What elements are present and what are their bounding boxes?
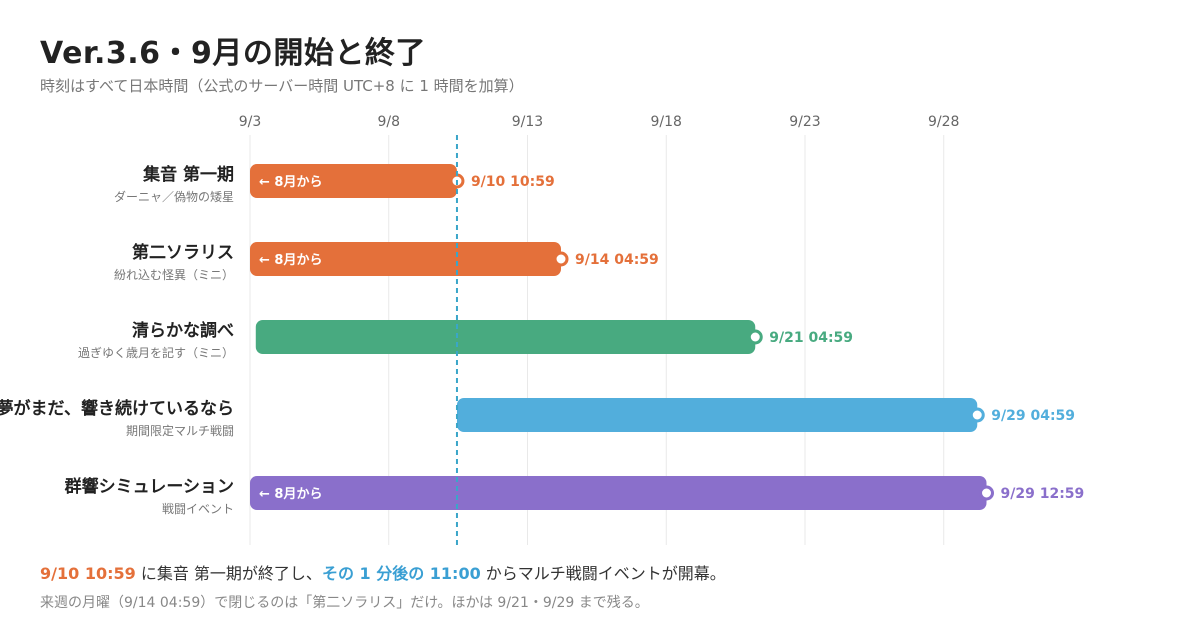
- footer-summary: 9/10 10:59 に集音 第一期が終了し、その 1 分後の 11:00 から…: [40, 560, 726, 584]
- row-title: 夢がまだ、響き続けているなら: [0, 399, 234, 419]
- bar-continues-label: ← 8月から: [259, 487, 322, 502]
- footer-text-2: からマルチ戦闘イベントが開幕。: [480, 564, 726, 583]
- page-title: Ver.3.6・9月の開始と終了: [40, 36, 426, 71]
- x-tick-label: 9/23: [789, 114, 820, 130]
- row-title: 群響シミュレーション: [64, 477, 234, 497]
- end-marker: [969, 407, 985, 423]
- end-label: 9/29 12:59: [1001, 486, 1085, 502]
- end-marker: [553, 251, 569, 267]
- end-label: 9/14 04:59: [575, 252, 659, 268]
- end-label: 9/10 10:59: [471, 174, 555, 190]
- row-subtitle: 期間限定マルチ戦闘: [125, 424, 234, 438]
- row-subtitle: 紛れ込む怪異（ミニ）: [113, 268, 234, 282]
- x-tick-label: 9/8: [377, 114, 400, 130]
- x-tick-label: 9/3: [239, 114, 262, 130]
- bar: [255, 320, 756, 354]
- bar: [250, 476, 987, 510]
- footer-note: 来週の月曜（9/14 04:59）で閉じるのは「第二ソラリス」だけ。ほかは 9/…: [40, 595, 649, 611]
- row-subtitle: 戦闘イベント: [161, 502, 234, 516]
- page-subtitle: 時刻はすべて日本時間（公式のサーバー時間 UTC+8 に 1 時間を加算）: [40, 77, 524, 95]
- x-tick-label: 9/28: [928, 114, 959, 130]
- row-subtitle: 過ぎゆく歳月を記す（ミニ）: [77, 346, 234, 360]
- end-label: 9/21 04:59: [769, 330, 853, 346]
- row-title: 第二ソラリス: [132, 243, 234, 263]
- footer-text-1: に集音 第一期が終了し、: [135, 564, 322, 583]
- row-title: 集音 第一期: [143, 165, 234, 185]
- gantt-chart: 9/3 9/8 9/13 9/18 9/23 9/28 ← 8月から 9/10 10:59 ← …: [239, 114, 1085, 545]
- row-title: 清らかな調べ: [132, 321, 234, 341]
- bar-continues-label: ← 8月から: [259, 175, 322, 190]
- bar: [456, 398, 978, 432]
- bar: [250, 242, 562, 276]
- footer-start-time: その 1 分後の 11:00: [321, 564, 481, 583]
- bar-continues-label: ← 8月から: [259, 253, 322, 268]
- end-label: 9/29 04:59: [991, 408, 1075, 424]
- bar: [250, 164, 457, 198]
- x-tick-label: 9/18: [651, 114, 682, 130]
- row-subtitle: ダーニャ／偽物の矮星: [113, 190, 234, 204]
- end-marker: [979, 485, 995, 501]
- footer-end-time: 9/10 10:59: [40, 564, 136, 583]
- end-marker: [747, 329, 763, 345]
- x-tick-label: 9/13: [512, 114, 543, 130]
